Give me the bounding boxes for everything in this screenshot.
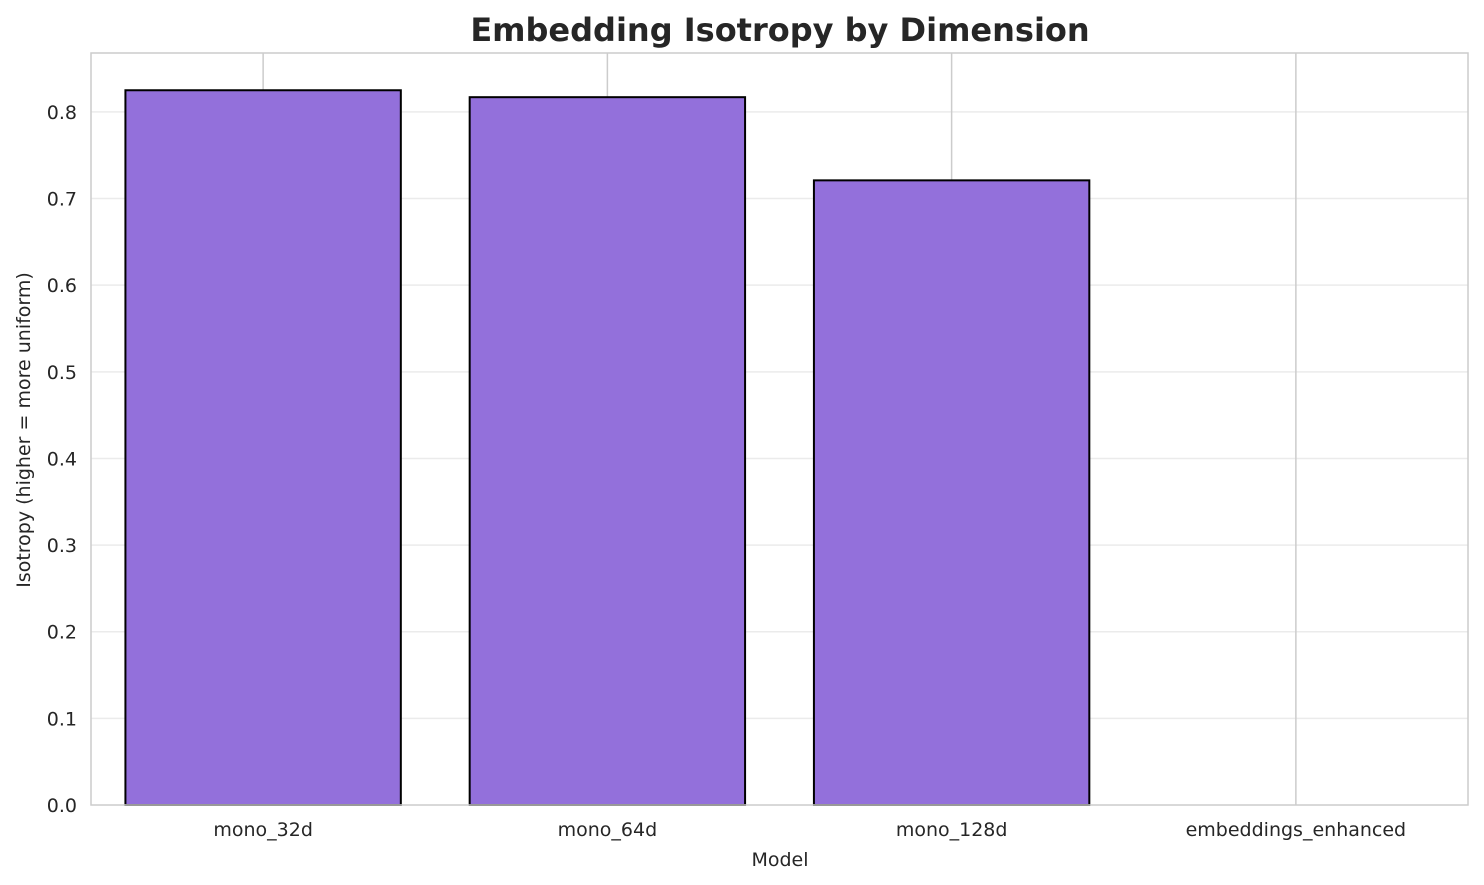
bar-mono_64d	[468, 96, 747, 807]
y-tick-label: 0.6	[47, 275, 77, 297]
y-tick-label: 0.7	[47, 189, 77, 211]
y-axis-ticks: 0.0 0.1 0.2 0.3 0.4 0.5 0.6 0.7 0.8	[47, 102, 77, 817]
bars	[124, 89, 1091, 807]
x-tick-label: embeddings_enhanced	[1186, 819, 1407, 841]
x-axis-ticks: mono_32d mono_64d mono_128d embeddings_enha…	[213, 819, 1406, 841]
x-tick-label: mono_32d	[213, 819, 313, 841]
x-tick-label: mono_64d	[558, 819, 658, 841]
y-tick-label: 0.5	[47, 362, 77, 384]
y-axis-label: Isotropy (higher = more uniform)	[13, 272, 35, 588]
y-tick-label: 0.8	[47, 102, 77, 124]
plot-frame	[90, 52, 1469, 806]
y-tick-label: 0.2	[47, 622, 77, 644]
y-tick-label: 0.0	[47, 795, 77, 817]
bar-mono_32d	[124, 89, 402, 806]
x-axis-label: Model	[751, 849, 808, 871]
chart-title: Embedding Isotropy by Dimension	[470, 11, 1089, 49]
x-tick-label: mono_128d	[896, 819, 1008, 841]
bar-mono_128d	[812, 179, 1091, 806]
y-tick-label: 0.4	[47, 448, 77, 470]
y-tick-label: 0.1	[47, 708, 77, 730]
y-tick-label: 0.3	[47, 535, 77, 557]
